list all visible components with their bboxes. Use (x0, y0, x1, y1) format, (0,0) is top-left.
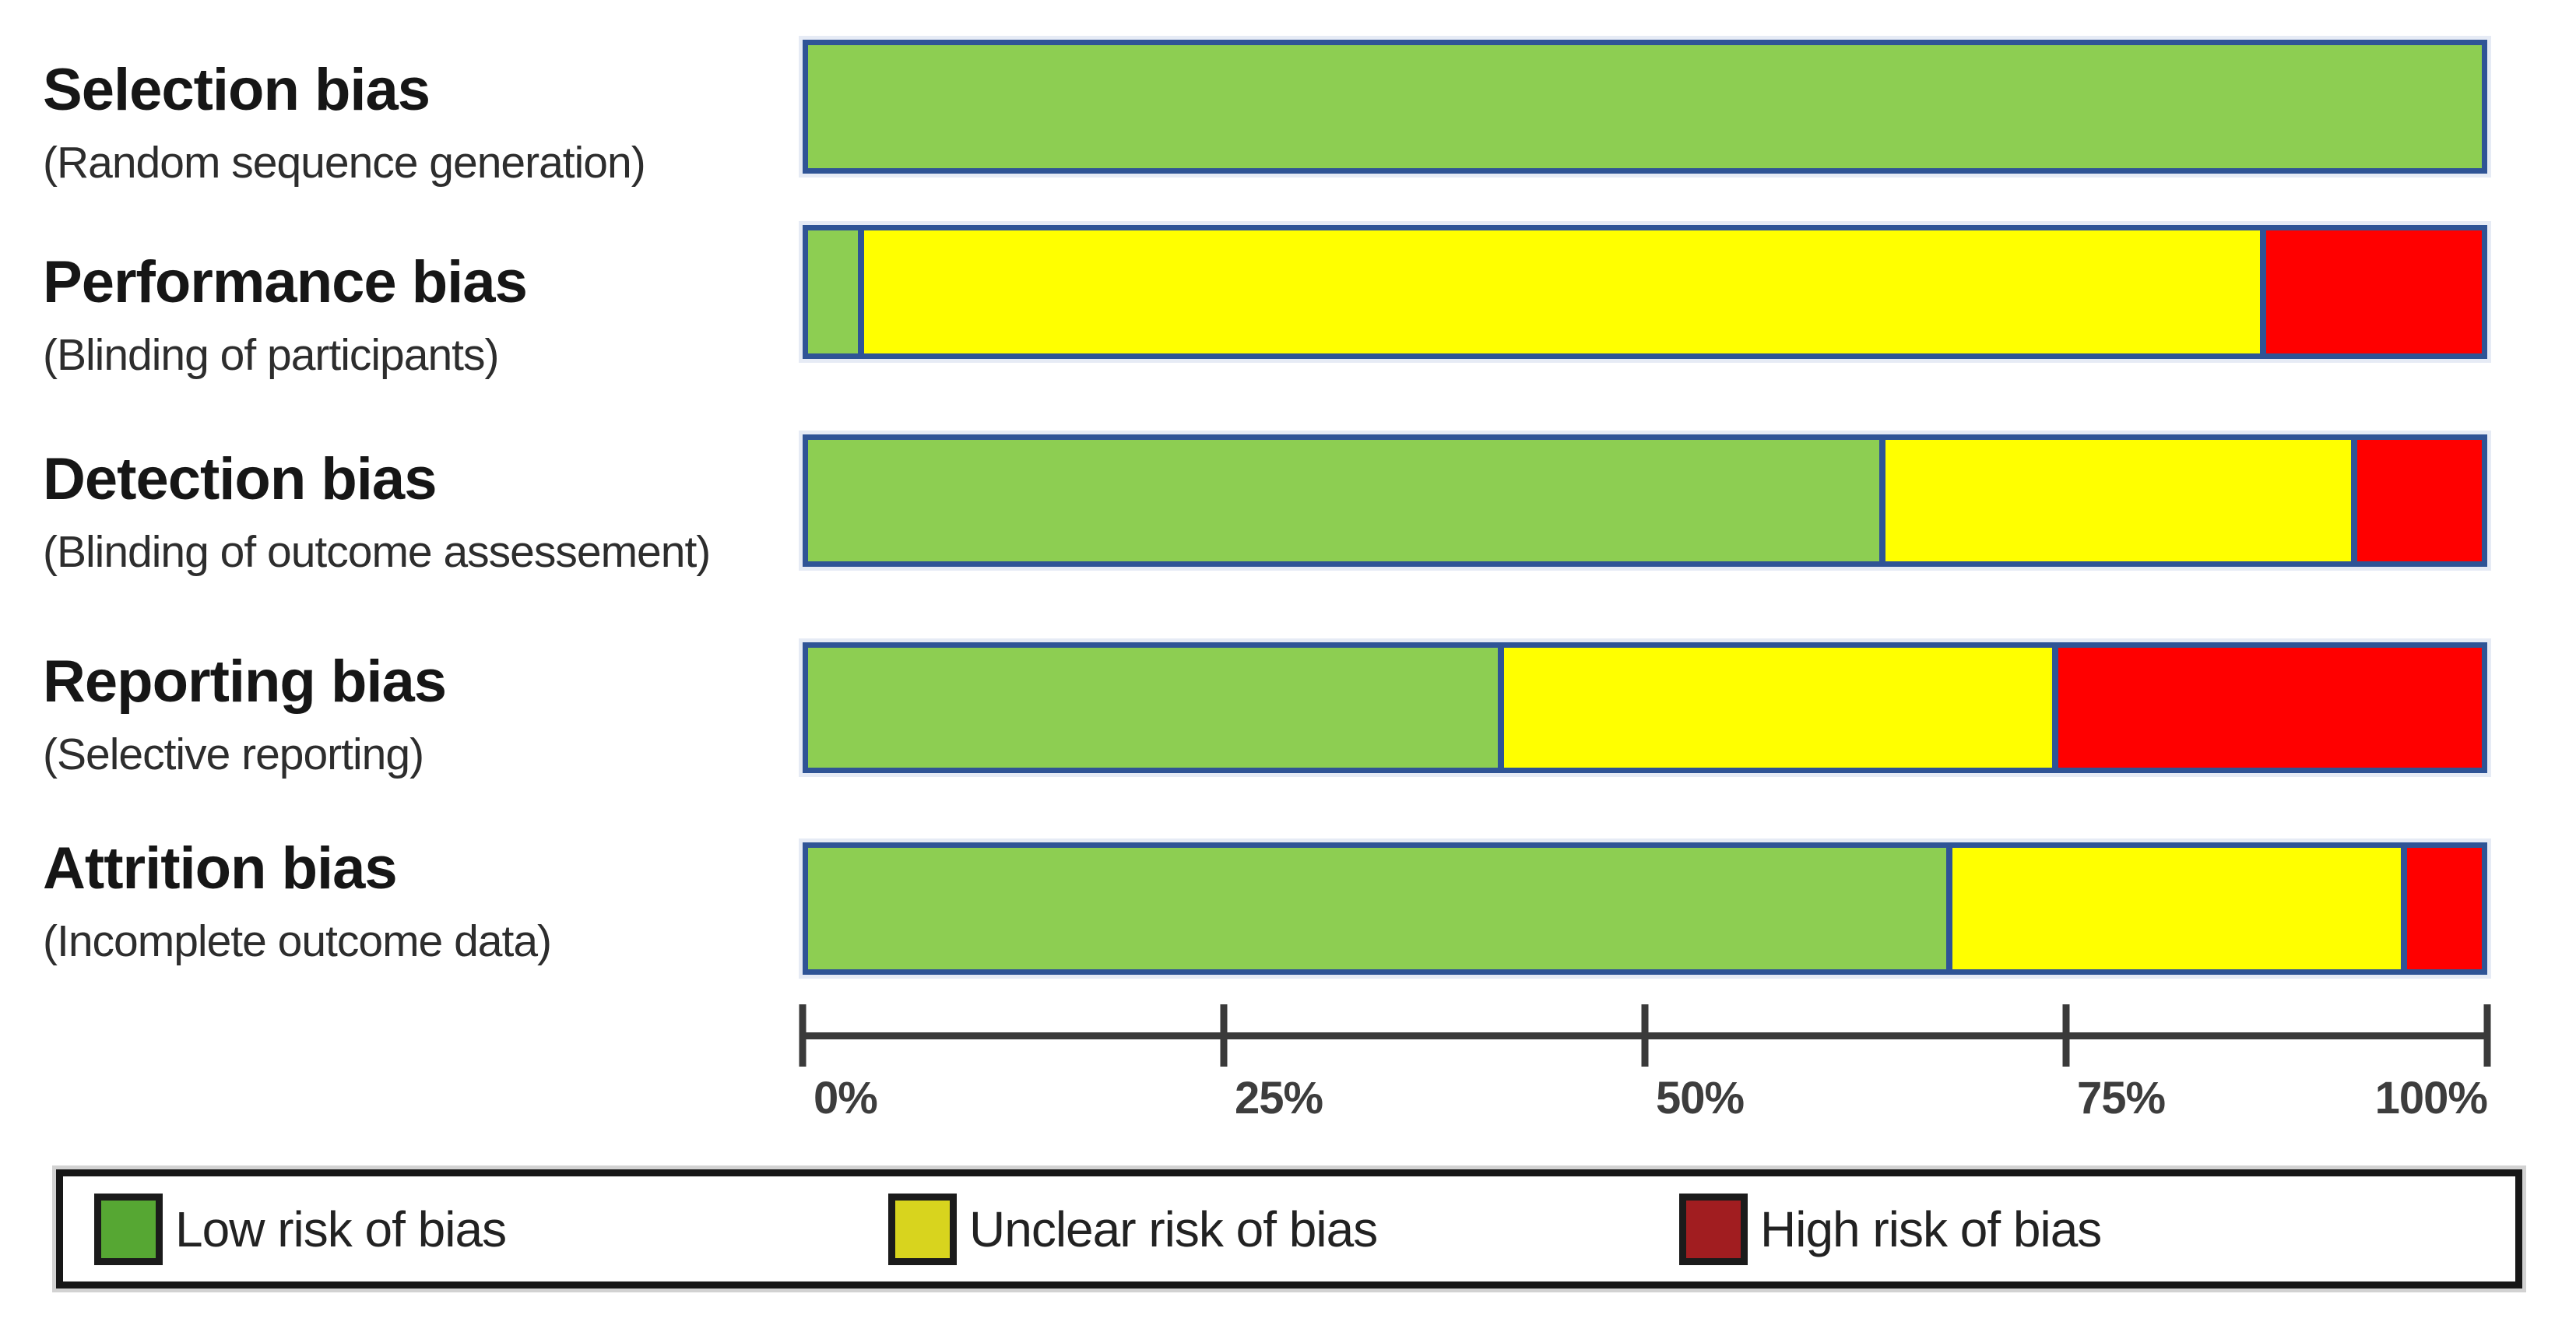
bar-segment-high-risk (2265, 230, 2482, 353)
high-risk-swatch-icon (1679, 1193, 1748, 1265)
legend-item-high-risk: High risk of bias (1679, 1193, 2102, 1265)
row-subtitle: (Blinding of participants) (43, 330, 499, 380)
legend: Low risk of bias Unclear risk of bias Hi… (56, 1169, 2522, 1289)
row-label-attrition-bias: Attrition bias (Incomplete outcome data) (43, 839, 775, 964)
axis-tick-label: 50% (1656, 1073, 1745, 1123)
axis-tick-label: 0% (814, 1073, 878, 1123)
axis-tick-label: 25% (1235, 1073, 1323, 1123)
bar-segment-low-risk (808, 848, 1946, 969)
axis-tick-label: 75% (2077, 1073, 2166, 1123)
legend-item-unclear-risk: Unclear risk of bias (888, 1193, 1378, 1265)
row-title: Reporting bias (43, 649, 447, 715)
low-risk-swatch-icon (94, 1193, 163, 1265)
row-label-reporting-bias: Reporting bias (Selective reporting) (43, 652, 775, 777)
x-axis: 0% 25% 50% 75% 100% (799, 1000, 2491, 1141)
bar-segment-unclear-risk (1952, 848, 2401, 969)
row-label-detection-bias: Detection bias (Blinding of outcome asse… (43, 450, 775, 575)
axis-tick (2062, 1004, 2070, 1067)
row-subtitle: (Incomplete outcome data) (43, 916, 552, 966)
unclear-risk-swatch-icon (888, 1193, 957, 1265)
bar-segment-low-risk (808, 230, 859, 353)
bar-segment-low-risk (808, 648, 1498, 768)
bar-segment-high-risk (2356, 440, 2482, 561)
row-subtitle: (Blinding of outcome assessement) (43, 527, 711, 577)
bar-segment-high-risk (2406, 848, 2483, 969)
legend-label: Unclear risk of bias (969, 1201, 1378, 1257)
bar-segment-low-risk (808, 45, 2482, 168)
row-title: Attrition bias (43, 835, 398, 902)
legend-label: Low risk of bias (175, 1201, 507, 1257)
bar-segment-unclear-risk (1503, 648, 2052, 768)
bar-segment-unclear-risk (864, 230, 2260, 353)
bar-segment-unclear-risk (1885, 440, 2351, 561)
axis-tick (2483, 1004, 2491, 1067)
axis-tick (1220, 1004, 1228, 1067)
legend-label: High risk of bias (1760, 1201, 2102, 1257)
legend-item-low-risk: Low risk of bias (94, 1193, 507, 1265)
row-label-performance-bias: Performance bias (Blinding of participan… (43, 253, 775, 378)
bar-segment-low-risk (808, 440, 1880, 561)
bar-performance-bias (803, 225, 2487, 359)
row-title: Detection bias (43, 446, 437, 512)
axis-tick-label: 100% (2374, 1073, 2488, 1123)
row-subtitle: (Random sequence generation) (43, 138, 646, 188)
row-title: Performance bias (43, 249, 528, 315)
bar-segment-high-risk (2058, 648, 2482, 768)
axis-tick (799, 1004, 807, 1067)
bar-attrition-bias (803, 842, 2487, 975)
axis-tick (1641, 1004, 1649, 1067)
row-subtitle: (Selective reporting) (43, 730, 424, 779)
bar-selection-bias (803, 40, 2487, 174)
bar-detection-bias (803, 434, 2487, 567)
row-label-selection-bias: Selection bias (Random sequence generati… (43, 61, 775, 185)
bar-reporting-bias (803, 642, 2487, 773)
row-title: Selection bias (43, 57, 431, 123)
